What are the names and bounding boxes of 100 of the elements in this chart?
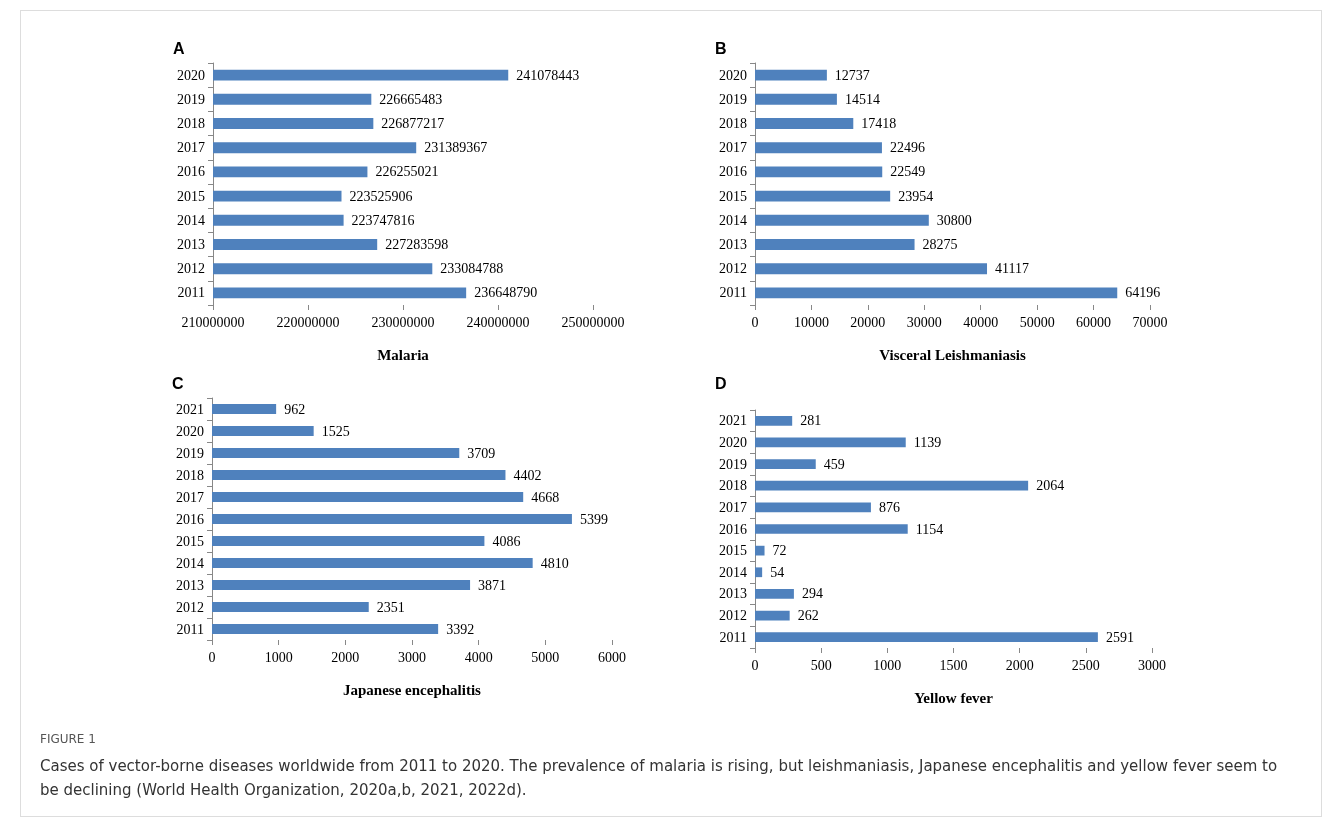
data-label: 2351: [376, 599, 405, 615]
bar: [755, 93, 837, 105]
data-label: 23954: [898, 188, 934, 204]
x-axis-title: Visceral Leishmaniasis: [879, 346, 1026, 363]
data-label: 12737: [834, 67, 870, 83]
bar: [755, 415, 793, 426]
x-tick-label: 30000: [906, 314, 942, 330]
y-tick-label: 2016: [719, 521, 747, 537]
x-tick-label: 210000000: [181, 314, 245, 330]
data-label: 5399: [579, 511, 608, 527]
bar: [755, 69, 827, 81]
y-tick-label: 2019: [177, 91, 205, 107]
bar: [212, 404, 277, 414]
data-label: 4810: [540, 555, 569, 571]
y-tick-label: 2016: [176, 511, 204, 527]
x-tick-label: 0: [751, 314, 759, 330]
data-label: 226255021: [375, 164, 439, 180]
data-label: 4668: [531, 489, 560, 505]
bar: [212, 624, 439, 634]
y-tick-label: 2015: [176, 533, 204, 549]
data-label: 3871: [478, 577, 507, 593]
y-tick-label: 2019: [719, 91, 747, 107]
data-label: 459: [823, 456, 845, 472]
y-tick-label: 2018: [719, 116, 747, 131]
x-tick-label: 5000: [531, 649, 560, 665]
data-label: 227283598: [385, 237, 449, 252]
y-tick-label: 2020: [719, 67, 747, 83]
y-tick-label: 2013: [719, 586, 747, 602]
bar: [755, 287, 1118, 299]
data-label: 4402: [513, 467, 542, 483]
data-label: 22549: [890, 164, 926, 180]
data-label: 3392: [446, 621, 475, 637]
y-tick-label: 2012: [177, 261, 205, 277]
x-tick-label: 220000000: [276, 314, 340, 330]
y-tick-label: 2014: [176, 555, 204, 571]
data-label: 223747816: [351, 212, 415, 228]
data-label: 262: [797, 608, 819, 624]
x-tick-label: 2500: [1071, 657, 1100, 673]
bar: [755, 610, 790, 621]
y-tick-label: 2011: [176, 621, 204, 637]
y-tick-label: 2013: [177, 237, 205, 252]
data-label: 231389367: [424, 140, 488, 156]
x-axis-title: Yellow fever: [914, 689, 994, 706]
bar: [755, 567, 763, 578]
bar: [755, 632, 1098, 643]
bar: [212, 426, 314, 436]
chart-title: A: [173, 39, 185, 57]
bar: [755, 118, 854, 129]
bar: [212, 514, 572, 524]
bar: [755, 263, 988, 275]
data-label: 226665483: [379, 91, 443, 107]
y-tick-label: 2011: [719, 629, 747, 645]
data-label: 1139: [913, 434, 942, 450]
x-tick-label: 2000: [1005, 657, 1034, 673]
y-tick-label: 2018: [176, 467, 204, 483]
bar: [755, 166, 883, 178]
y-tick-label: 2015: [177, 188, 205, 204]
x-tick-label: 230000000: [371, 314, 435, 330]
data-label: 1525: [321, 423, 350, 439]
x-tick-label: 1000: [264, 649, 293, 665]
y-tick-label: 2019: [719, 456, 747, 472]
data-label: 3709: [467, 445, 496, 461]
bar: [212, 492, 524, 502]
data-label: 14514: [844, 91, 880, 107]
data-label: 226877217: [381, 116, 445, 131]
data-label: 236648790: [474, 285, 538, 301]
y-tick-label: 2017: [176, 489, 204, 505]
data-label: 30800: [936, 212, 972, 228]
bar: [755, 589, 794, 599]
y-tick-label: 2014: [719, 212, 747, 228]
data-label: 54: [770, 564, 785, 580]
data-label: 223525906: [349, 188, 413, 204]
y-tick-label: 2018: [719, 478, 747, 494]
data-label: 4086: [492, 533, 521, 549]
bar: [755, 437, 906, 448]
data-label: 2591: [1105, 629, 1134, 645]
data-label: 72: [772, 543, 787, 559]
y-tick-label: 2014: [177, 212, 205, 228]
bar: [755, 214, 929, 226]
x-tick-label: 70000: [1132, 314, 1168, 330]
x-tick-label: 3000: [1138, 657, 1166, 673]
bar: [212, 448, 460, 458]
y-tick-label: 2017: [177, 140, 205, 156]
bar: [212, 536, 485, 546]
bar: [212, 470, 506, 480]
chart-title: C: [172, 374, 184, 392]
data-label: 64196: [1125, 285, 1161, 301]
x-tick-label: 250000000: [561, 314, 625, 330]
bar: [212, 602, 369, 612]
x-tick-label: 0: [751, 657, 759, 673]
data-label: 294: [801, 586, 823, 602]
y-tick-label: 2020: [176, 423, 204, 439]
y-tick-label: 2013: [176, 577, 204, 593]
y-tick-label: 2012: [719, 608, 747, 624]
y-tick-label: 2015: [719, 188, 747, 204]
bar: [755, 190, 891, 202]
bar: [755, 502, 871, 513]
y-tick-label: 2018: [177, 116, 205, 131]
text: Cases of vector-borne diseases worldwide from 2011 to 2020. The prevalence of malaria is rising, but leishmaniasis, Japanese encephalitis and yellow fever seem to be declining (World Health Organization, 2020a,b, 2021, 2022d).: [40, 756, 1279, 801]
x-tick-label: 1500: [939, 657, 968, 673]
